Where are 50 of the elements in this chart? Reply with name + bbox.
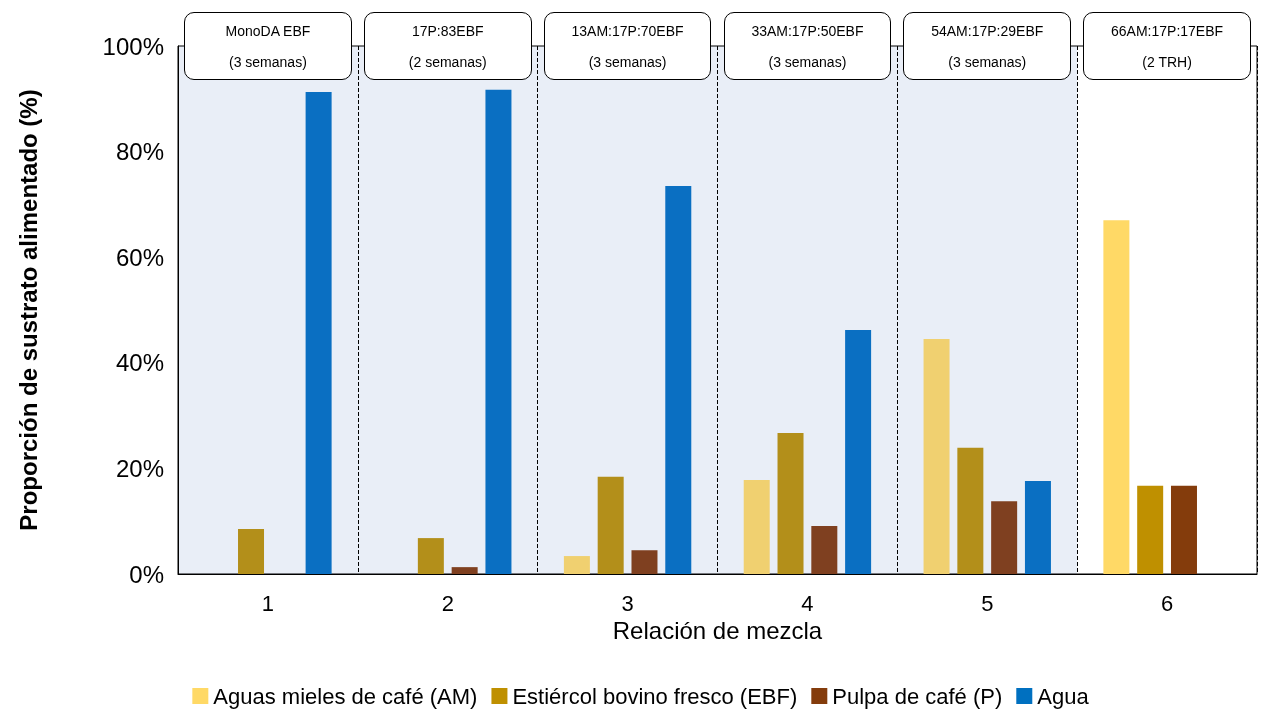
x-tick-label: 1 [261, 590, 275, 616]
x-tick-label: 6 [1160, 590, 1174, 616]
y-tick-label: 60% [115, 243, 164, 271]
bar [811, 525, 838, 574]
x-axis-title: Relación de mezcla [612, 617, 823, 645]
bar [417, 538, 444, 574]
annotation: MonoDA EBF (3 semanas) [225, 22, 311, 70]
legend-label: Aguas mieles de café (AM) [213, 683, 478, 709]
bar [1103, 220, 1130, 574]
y-tick-label: 80% [115, 138, 164, 166]
annotation: 66AM:17P:17EBF (2 TRH) [1111, 22, 1224, 70]
bar [485, 89, 512, 574]
label-box: MonoDA EBF (3 semanas) [184, 12, 352, 80]
bar [305, 91, 332, 574]
bar [923, 339, 950, 574]
bar [743, 480, 770, 574]
bar [665, 185, 692, 574]
label-box: 33AM:17P:50EBF (3 semanas) [723, 12, 892, 80]
x-tick-label: 2 [441, 590, 454, 616]
y-tick-label: 100% [102, 32, 164, 60]
bar [777, 433, 804, 574]
bar [597, 476, 624, 574]
annotation: 17P:83EBF (2 semanas) [408, 22, 487, 70]
label-box: 54AM:17P:29EBF (3 semanas) [903, 12, 1072, 80]
label-box: 17P:83EBF (2 semanas) [363, 12, 532, 80]
x-tick-label: 3 [621, 590, 634, 616]
annotation: 54AM:17P:29EBF (3 semanas) [931, 22, 1044, 70]
y-tick-label: 40% [115, 349, 164, 377]
label-box: 13AM:17P:70EBF (3 semanas) [543, 12, 712, 80]
legend-label: Agua [1037, 683, 1090, 709]
bar [845, 330, 872, 574]
bar [1024, 481, 1051, 574]
bar [563, 556, 590, 574]
bar [1137, 485, 1164, 574]
bar [238, 529, 265, 574]
bar [451, 567, 478, 574]
bar [991, 501, 1018, 574]
label-box: 66AM:17P:17EBF (2 TRH) [1083, 12, 1251, 80]
y-tick-label: 0% [129, 560, 164, 588]
legend-label: Pulpa de café (P) [832, 683, 1003, 709]
annotation: 33AM:17P:50EBF (3 semanas) [751, 22, 864, 70]
bar [1170, 485, 1197, 574]
legend-label: Estiércol bovino fresco (EBF) [512, 683, 798, 709]
y-axis-title: Proporción de sustrato alimentado (%) [14, 89, 42, 531]
x-tick-label: 4 [801, 590, 814, 616]
x-tick-label: 5 [981, 590, 994, 616]
annotation: 13AM:17P:70EBF (3 semanas) [571, 22, 684, 70]
bar [631, 550, 658, 574]
bar [957, 447, 984, 574]
y-tick-label: 20% [115, 454, 164, 482]
